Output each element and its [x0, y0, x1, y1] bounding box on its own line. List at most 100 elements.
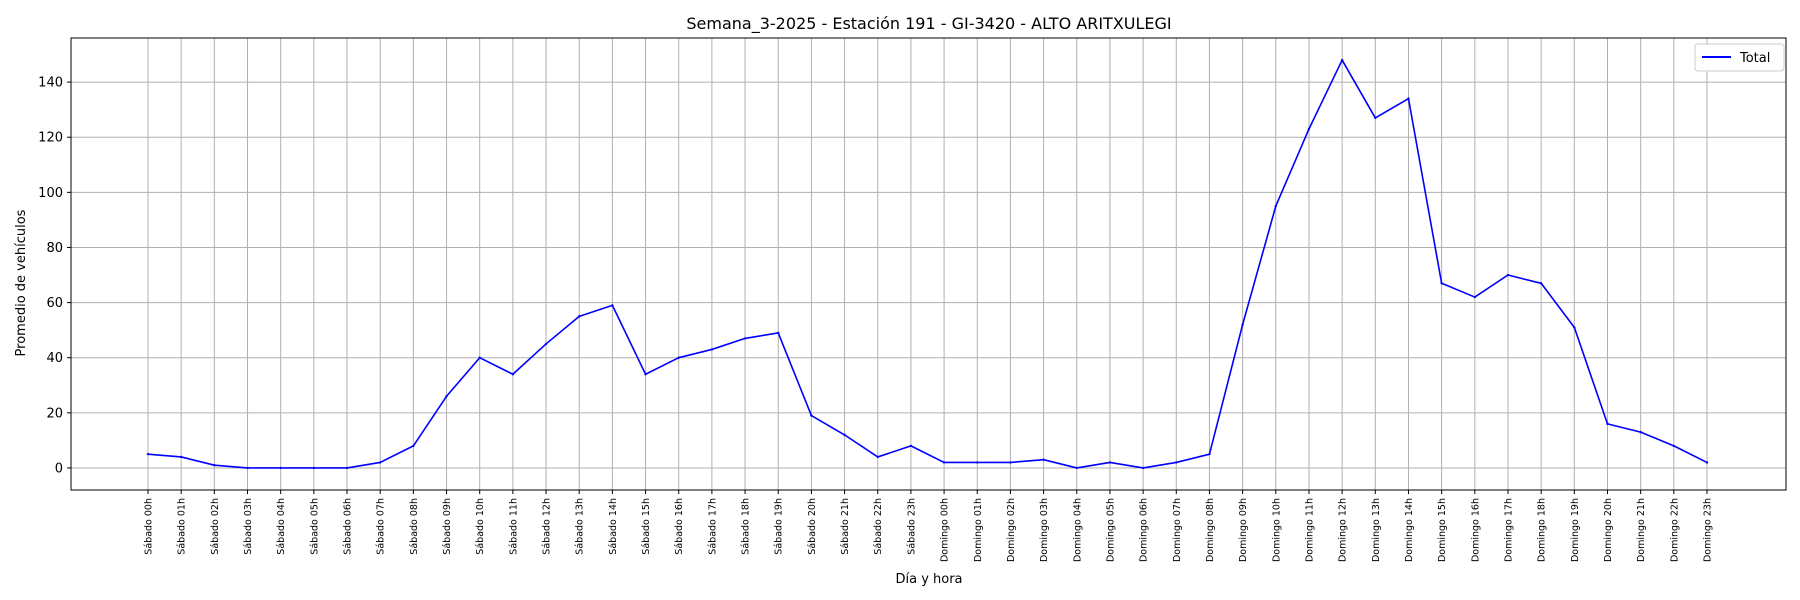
x-tick-label: Sábado 23h: [906, 498, 917, 555]
x-tick-label: Sábado 11h: [508, 498, 519, 555]
x-tick-label: Domingo 15h: [1437, 498, 1448, 562]
x-tick-label: Sábado 10h: [475, 498, 486, 555]
data-point: [810, 414, 813, 417]
data-point: [511, 373, 515, 376]
data-point: [1573, 326, 1576, 329]
x-tick-label: Sábado 05h: [309, 498, 320, 555]
x-tick-label: Sábado 06h: [343, 498, 354, 555]
data-point: [1506, 273, 1510, 277]
x-tick-label: Sábado 21h: [840, 498, 851, 555]
x-tick-label: Sábado 13h: [575, 498, 586, 555]
x-tick-label: Domingo 11h: [1304, 498, 1315, 562]
data-point: [1705, 461, 1709, 464]
data-point: [976, 461, 979, 464]
data-point: [1473, 295, 1477, 299]
series-layer: [146, 58, 1709, 470]
y-tick-label: 20: [46, 406, 63, 421]
data-point: [611, 304, 614, 307]
x-tick-label: Domingo 14h: [1404, 498, 1415, 562]
x-tick-label: Domingo 01h: [973, 498, 984, 562]
x-tick-label: Sábado 03h: [243, 498, 254, 555]
x-tick-label: Domingo 09h: [1238, 498, 1249, 562]
y-tick-label: 80: [46, 241, 63, 256]
data-point: [1009, 461, 1012, 464]
data-point: [345, 466, 349, 470]
x-tick-label: Sábado 02h: [210, 498, 221, 555]
y-tick-label: 100: [38, 186, 63, 201]
data-point: [1108, 461, 1112, 464]
y-tick-label: 140: [38, 76, 63, 91]
x-tick-label: Sábado 15h: [641, 498, 652, 555]
data-point: [1042, 458, 1045, 461]
x-tick-label: Domingo 07h: [1172, 498, 1183, 562]
data-point: [1440, 282, 1443, 285]
x-tick-label: Sábado 17h: [707, 498, 718, 555]
data-point: [578, 315, 581, 318]
x-tick-label: Domingo 23h: [1703, 498, 1714, 562]
x-tick-label: Domingo 06h: [1139, 498, 1150, 562]
x-tick-label: Sábado 01h: [177, 498, 188, 555]
x-tick-label: Domingo 12h: [1338, 498, 1349, 562]
data-point: [843, 433, 846, 437]
x-tick-label: Domingo 17h: [1503, 498, 1514, 562]
x-tick-label: Domingo 13h: [1371, 498, 1382, 562]
data-point: [179, 455, 183, 459]
data-point: [1407, 97, 1410, 100]
series-line-total: [147, 59, 1708, 469]
data-point: [478, 356, 481, 359]
data-point: [1374, 116, 1377, 120]
data-point: [1539, 282, 1543, 285]
x-tick-label: Domingo 21h: [1636, 498, 1647, 562]
data-point: [1241, 323, 1244, 326]
x-tick-label: Domingo 10h: [1271, 498, 1282, 562]
y-tick-label: 40: [46, 351, 63, 366]
data-point: [743, 337, 747, 340]
data-point: [1307, 127, 1311, 131]
x-axis-label: Día y hora: [895, 572, 962, 587]
data-point: [1340, 58, 1344, 62]
y-tick-label: 60: [46, 296, 63, 311]
legend-box: [1694, 43, 1785, 72]
x-tick-label: Domingo 19h: [1570, 498, 1581, 562]
x-tick-label: Domingo 16h: [1470, 498, 1481, 562]
x-tick-label: Domingo 22h: [1669, 498, 1680, 562]
grid: [71, 38, 1786, 490]
x-tick-label: Sábado 08h: [409, 498, 420, 555]
data-point: [1175, 461, 1178, 464]
data-point: [909, 444, 913, 448]
x-tick-label: Domingo 02h: [1006, 498, 1017, 562]
legend: Total: [1694, 43, 1785, 72]
x-tick-label: Sábado 00h: [144, 498, 155, 555]
legend-label-total: Total: [1739, 51, 1770, 66]
data-point: [1141, 466, 1145, 470]
data-point: [146, 452, 150, 456]
x-tick-label: Sábado 07h: [376, 498, 387, 555]
data-point: [1208, 452, 1211, 456]
x-tick-label: Sábado 09h: [442, 498, 453, 555]
y-axis-label: Promedio de vehículos: [14, 209, 29, 356]
x-tick-label: Domingo 03h: [1039, 498, 1050, 562]
x-tick-label: Sábado 04h: [276, 498, 287, 555]
data-point: [412, 444, 415, 448]
data-point: [213, 463, 216, 467]
data-point: [246, 466, 249, 470]
x-tick-label: Sábado 20h: [807, 498, 818, 555]
data-point: [644, 373, 647, 376]
x-tick-label: Sábado 16h: [674, 498, 685, 555]
x-tick-label: Sábado 22h: [873, 498, 884, 555]
data-point: [445, 395, 448, 398]
data-point: [876, 455, 879, 459]
x-axis: Sábado 00h Sábado 01h Sábado 02h Sábado 03h…: [144, 490, 1714, 562]
plot-frame: [70, 37, 1787, 491]
data-point: [1274, 204, 1277, 208]
data-point: [1075, 466, 1078, 470]
y-axis: 0 20 40 60 80 100 120 140: [38, 76, 71, 476]
x-tick-label: Domingo 18h: [1537, 498, 1548, 562]
data-point: [378, 461, 382, 464]
x-tick-label: Sábado 14h: [608, 498, 619, 555]
x-tick-label: Domingo 08h: [1205, 498, 1216, 562]
data-point: [677, 356, 680, 359]
y-tick-label: 120: [38, 131, 63, 146]
data-point: [1606, 422, 1609, 426]
